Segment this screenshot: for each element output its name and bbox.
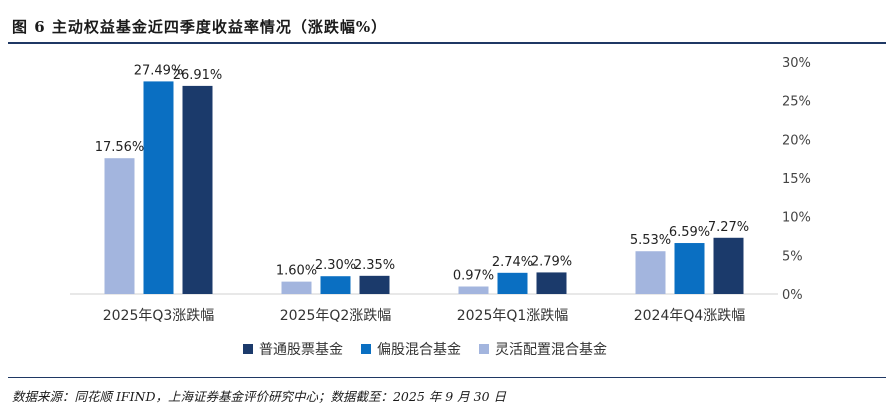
data-label: 5.53% bbox=[630, 233, 671, 248]
data-label: 26.91% bbox=[173, 68, 223, 83]
legend-label: 普通股票基金 bbox=[259, 341, 343, 358]
data-label: 7.27% bbox=[708, 220, 749, 235]
bar bbox=[536, 272, 567, 294]
bar bbox=[497, 272, 528, 294]
data-label: 2.79% bbox=[531, 254, 572, 269]
legend-swatch bbox=[479, 344, 489, 354]
legend-label: 灵活配置混合基金 bbox=[495, 341, 607, 358]
y-tick-label: 15% bbox=[782, 172, 811, 187]
data-label: 17.56% bbox=[95, 140, 145, 155]
legend-swatch bbox=[361, 344, 371, 354]
data-label: 2.35% bbox=[354, 258, 395, 273]
title-divider bbox=[8, 42, 886, 44]
data-label: 27.49% bbox=[134, 63, 184, 78]
data-label: 6.59% bbox=[669, 225, 710, 240]
bar bbox=[143, 81, 174, 294]
chart-header: 图 6 主动权益基金近四季度收益率情况（涨跌幅%） bbox=[0, 0, 891, 44]
legend-swatch bbox=[243, 344, 253, 354]
bar bbox=[674, 243, 705, 294]
y-tick-label: 20% bbox=[782, 133, 811, 148]
data-label: 2.30% bbox=[315, 258, 356, 273]
bar bbox=[713, 237, 744, 294]
y-tick-label: 30% bbox=[782, 56, 811, 71]
bar bbox=[182, 85, 213, 294]
bar bbox=[635, 251, 666, 294]
y-tick-label: 10% bbox=[782, 211, 811, 226]
legend-label: 偏股混合基金 bbox=[377, 341, 461, 358]
x-tick-label: 2024年Q4涨跌幅 bbox=[634, 308, 746, 324]
y-tick-label: 25% bbox=[782, 95, 811, 110]
data-label: 1.60% bbox=[276, 264, 317, 279]
source-divider bbox=[8, 377, 886, 378]
bar bbox=[104, 158, 135, 294]
data-label: 0.97% bbox=[453, 268, 494, 283]
data-label: 2.74% bbox=[492, 255, 533, 270]
bar bbox=[320, 276, 351, 294]
y-tick-label: 0% bbox=[782, 288, 803, 303]
data-source-note: 数据来源：同花顺 IFIND，上海证券基金评价研究中心；数据截至：2025 年 … bbox=[12, 389, 507, 404]
bar bbox=[458, 286, 489, 294]
x-tick-label: 2025年Q3涨跌幅 bbox=[103, 308, 215, 324]
chart-title: 图 6 主动权益基金近四季度收益率情况（涨跌幅%） bbox=[12, 18, 388, 36]
x-tick-label: 2025年Q2涨跌幅 bbox=[280, 308, 392, 324]
bar bbox=[359, 275, 390, 294]
bar-chart: 0% 5% 10% 15% 20% 25% 30% 17.56% 27.49%26.91% 202… bbox=[70, 56, 811, 358]
y-tick-label: 5% bbox=[782, 249, 803, 264]
x-tick-label: 2025年Q1涨跌幅 bbox=[457, 308, 569, 324]
bar bbox=[281, 281, 312, 294]
